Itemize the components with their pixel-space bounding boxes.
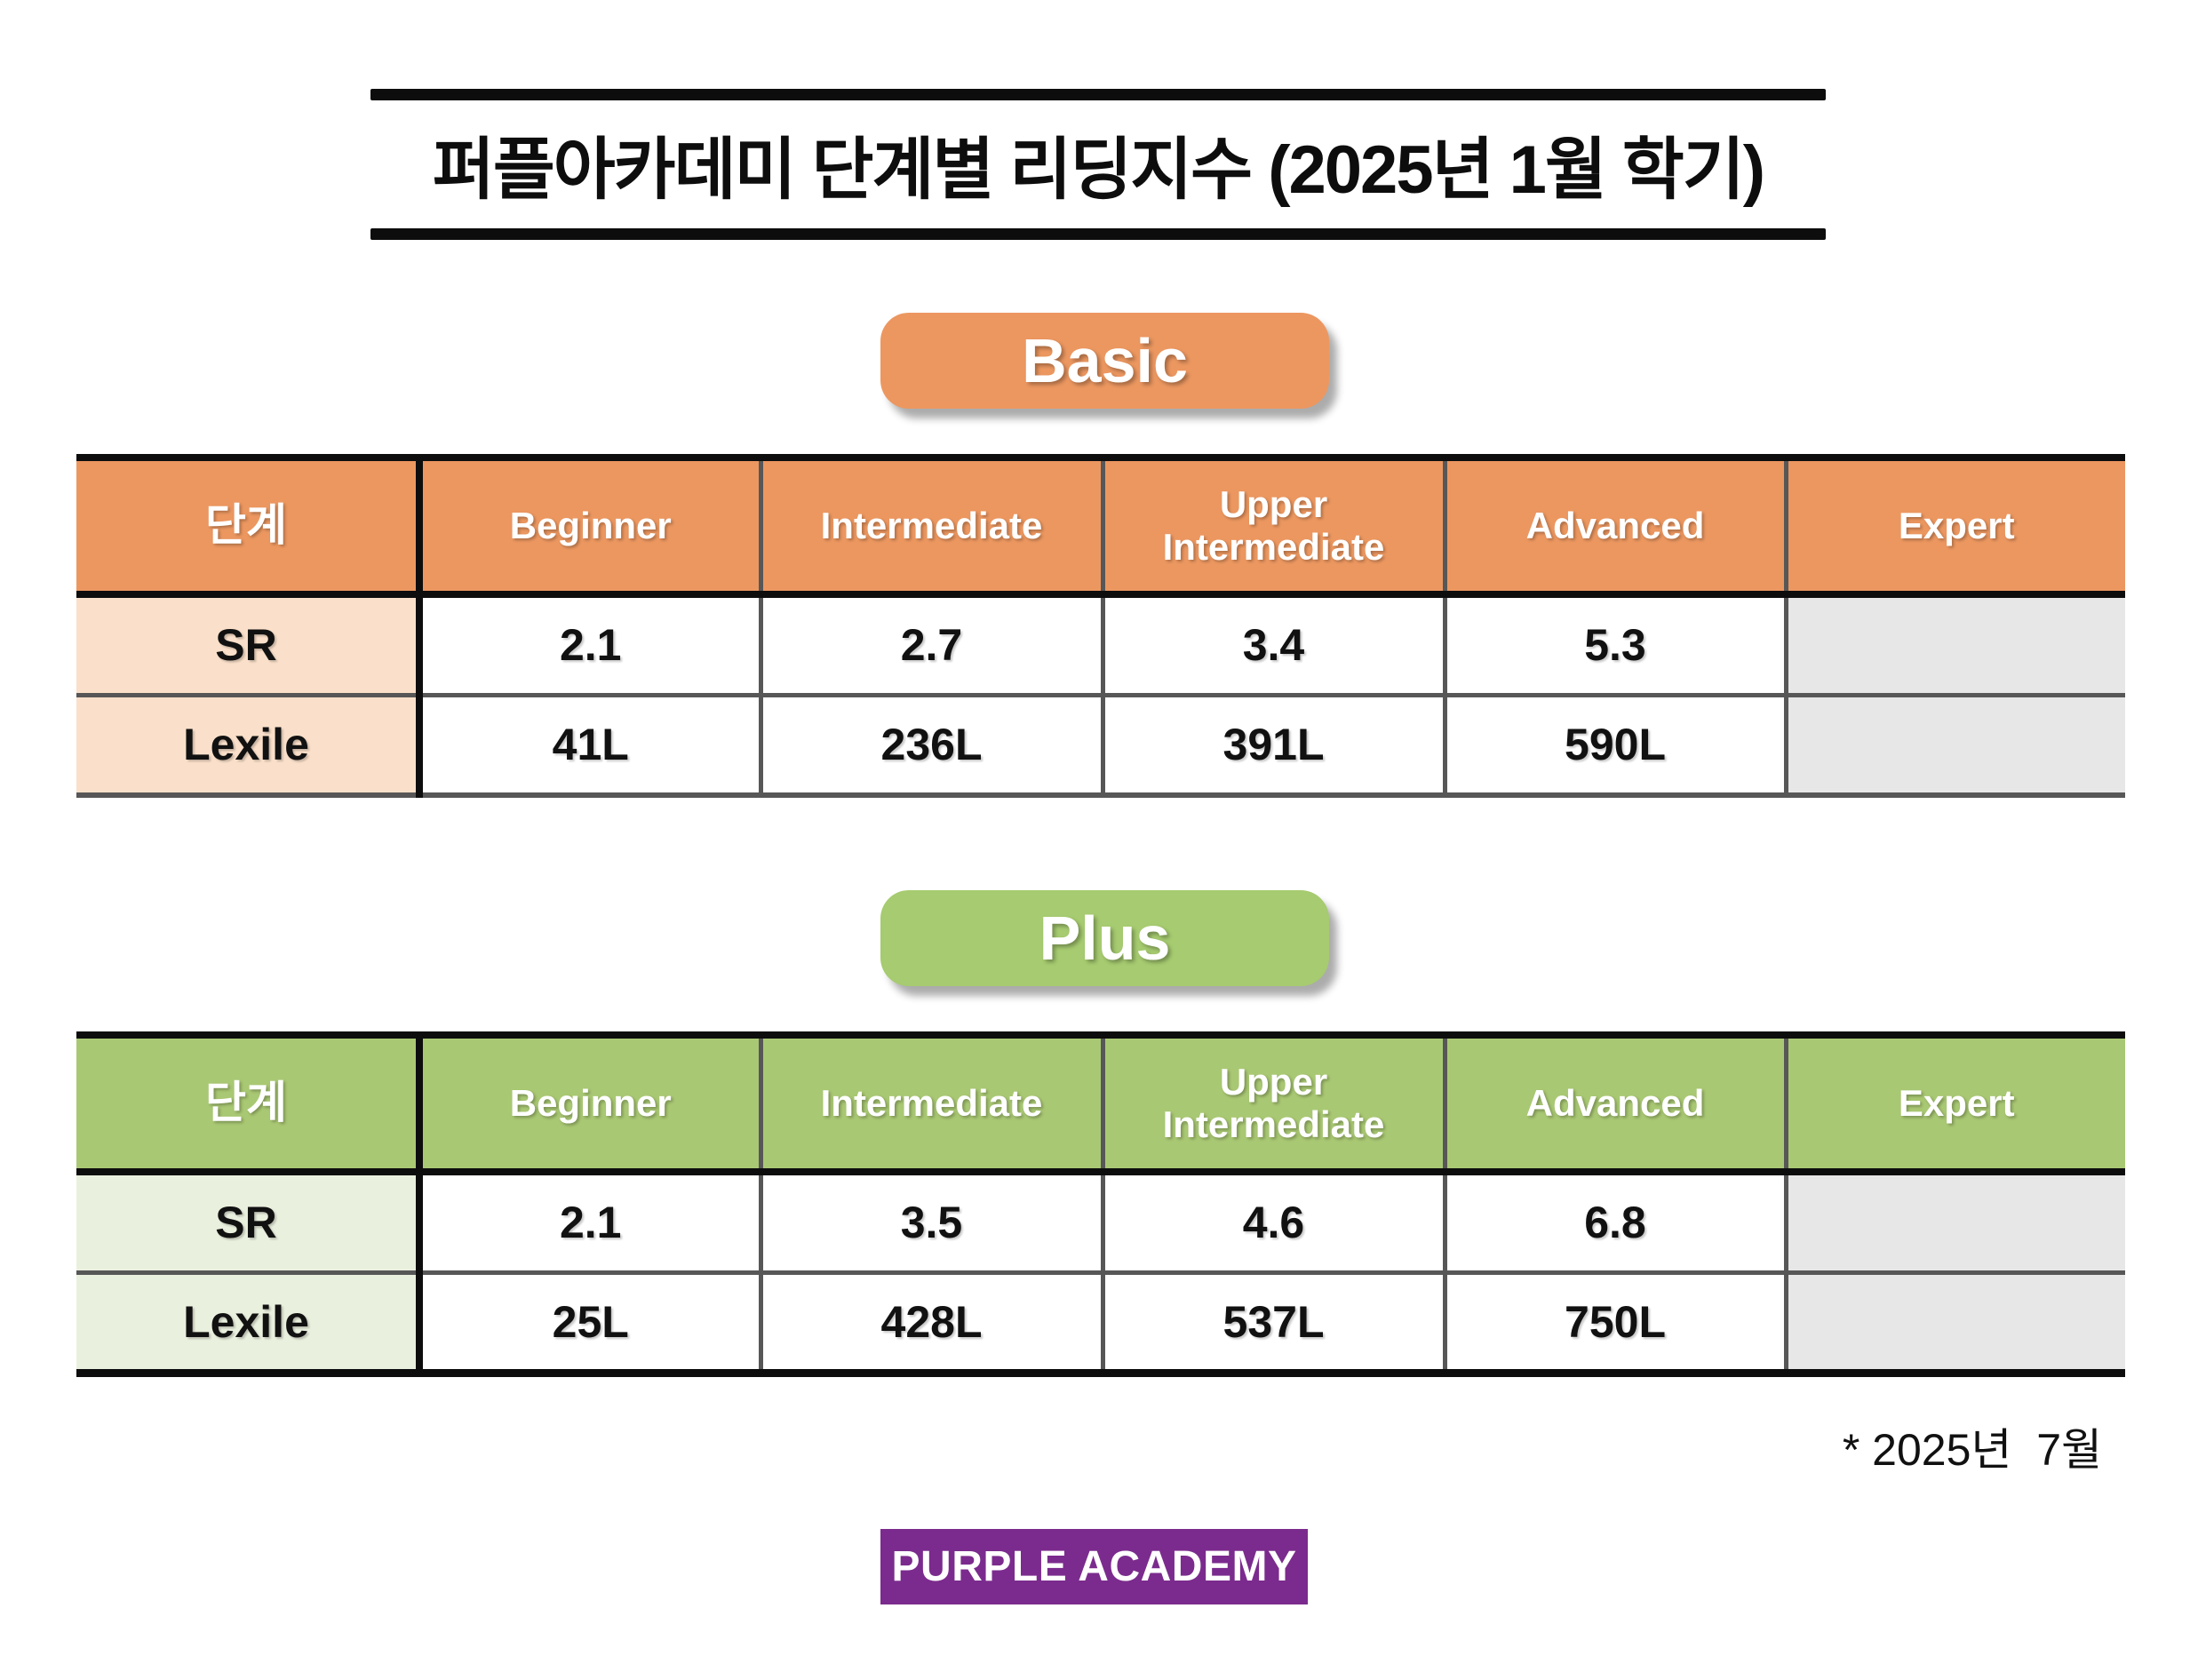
basic-lexile-row: Lexile 41L 236L 391L 590L: [76, 695, 2125, 798]
value-cell: 236L: [761, 695, 1105, 798]
header-cell-upper-intermediate: Upper Intermediate: [1103, 454, 1447, 598]
header-cell-expert: Expert: [1786, 454, 2125, 598]
header-cell-advanced: Advanced: [1445, 1031, 1788, 1175]
header-cell-expert: Expert: [1786, 1031, 2125, 1175]
title-underline: [370, 228, 1826, 240]
basic-header-row: 단계 Beginner Intermediate Upper Intermedi…: [76, 454, 2125, 598]
empty-value-cell: [1786, 1272, 2125, 1377]
value-cell: 750L: [1445, 1272, 1788, 1377]
page-title: 퍼플아카데미 단계별 리딩지수 (2025년 1월 학기): [432, 132, 1765, 208]
footnote: * 2025년 7월: [1842, 1425, 2102, 1475]
basic-badge-label: Basic: [1022, 326, 1188, 395]
header-cell-level: 단계: [76, 1031, 423, 1175]
empty-value-cell: [1786, 594, 2125, 697]
header-cell-beginner: Beginner: [419, 1031, 763, 1175]
plus-badge-label: Plus: [1039, 904, 1171, 973]
value-cell: 590L: [1445, 695, 1788, 798]
value-cell: 5.3: [1445, 594, 1788, 697]
row-label-cell: Lexile: [76, 1272, 423, 1377]
value-cell: 3.5: [761, 1172, 1105, 1275]
value-cell: 2.1: [419, 1172, 763, 1275]
row-label-cell: SR: [76, 594, 423, 697]
basic-section-badge: Basic: [880, 313, 1329, 409]
header-cell-intermediate: Intermediate: [761, 454, 1105, 598]
footer-banner: PURPLE ACADEMY: [880, 1529, 1308, 1604]
plus-section-badge: Plus: [880, 890, 1329, 986]
plus-sr-row: SR 2.1 3.5 4.6 6.8: [76, 1172, 2125, 1275]
title-overline: [370, 89, 1826, 100]
value-cell: 391L: [1103, 695, 1447, 798]
value-cell: 2.1: [419, 594, 763, 697]
header-cell-beginner: Beginner: [419, 454, 763, 598]
value-cell: 4.6: [1103, 1172, 1447, 1275]
plus-header-row: 단계 Beginner Intermediate Upper Intermedi…: [76, 1031, 2125, 1175]
basic-sr-row: SR 2.1 2.7 3.4 5.3: [76, 594, 2125, 697]
value-cell: 6.8: [1445, 1172, 1788, 1275]
row-label-cell: SR: [76, 1172, 423, 1275]
header-cell-upper-intermediate: Upper Intermediate: [1103, 1031, 1447, 1175]
value-cell: 25L: [419, 1272, 763, 1377]
value-cell: 428L: [761, 1272, 1105, 1377]
header-cell-intermediate: Intermediate: [761, 1031, 1105, 1175]
header-cell-level: 단계: [76, 454, 423, 598]
empty-value-cell: [1786, 1172, 2125, 1275]
plus-table: 단계 Beginner Intermediate Upper Intermedi…: [76, 1031, 2125, 1377]
header-cell-advanced: Advanced: [1445, 454, 1788, 598]
basic-table: 단계 Beginner Intermediate Upper Intermedi…: [76, 454, 2125, 798]
empty-value-cell: [1786, 695, 2125, 798]
row-label-cell: Lexile: [76, 695, 423, 798]
value-cell: 2.7: [761, 594, 1105, 697]
value-cell: 3.4: [1103, 594, 1447, 697]
title-block: 퍼플아카데미 단계별 리딩지수 (2025년 1월 학기): [370, 89, 1826, 240]
value-cell: 41L: [419, 695, 763, 798]
plus-lexile-row: Lexile 25L 428L 537L 750L: [76, 1272, 2125, 1377]
value-cell: 537L: [1103, 1272, 1447, 1377]
